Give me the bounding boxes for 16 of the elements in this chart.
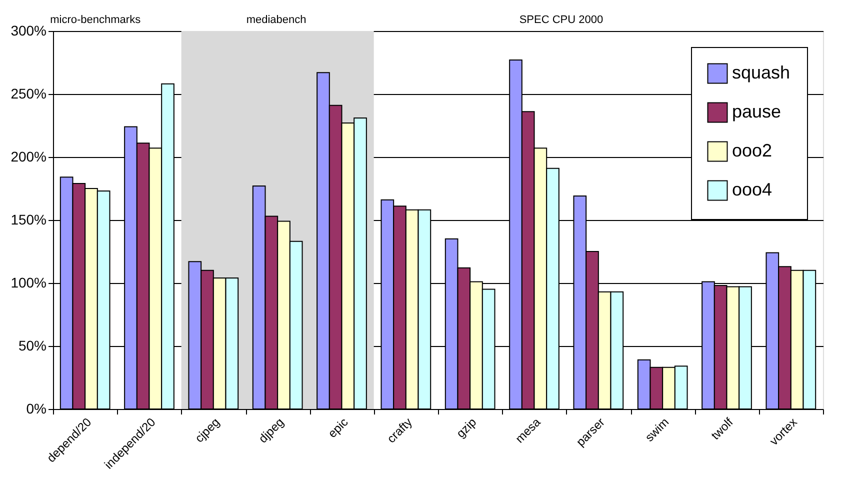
y-tick-label: 0% (26, 400, 46, 416)
legend-label: squash (732, 62, 790, 82)
y-tick-label: 50% (18, 338, 46, 354)
text: SPEC CPU 2000 (519, 14, 604, 26)
y-tick-label: 150% (10, 212, 46, 228)
text: micro-benchmarks (50, 14, 142, 26)
legend-label: ooo2 (732, 140, 772, 160)
y-tick-label: 100% (10, 274, 46, 290)
legend-label: pause (732, 102, 782, 122)
y-tick-label: 300% (10, 22, 46, 38)
legend-label: ooo4 (732, 180, 772, 200)
text: mediabench (246, 14, 306, 26)
y-tick-label: 200% (10, 148, 46, 164)
y-tick-label: 250% (10, 86, 46, 102)
x-tick-label: gzip (454, 414, 480, 441)
x-tick-label: epic (325, 415, 351, 441)
